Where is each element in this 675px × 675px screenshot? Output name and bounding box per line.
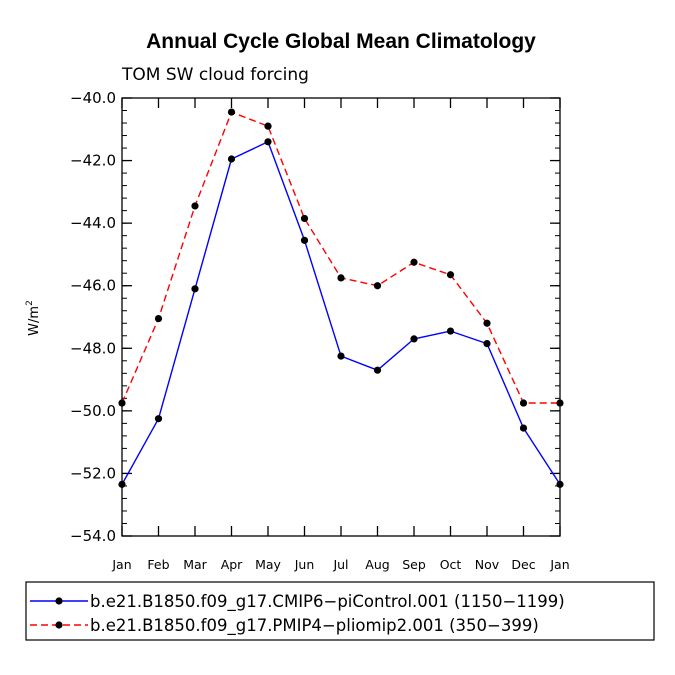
- legend-marker-1: [55, 597, 63, 605]
- y-tick-label: −50.0: [70, 402, 116, 420]
- legend-marker-2: [55, 621, 63, 629]
- x-tick-label: Jan: [549, 557, 569, 572]
- chart-title: Annual Cycle Global Mean Climatology: [146, 30, 536, 53]
- series-2-point: [337, 274, 345, 282]
- series-1-point: [373, 366, 382, 374]
- series-2-point: [446, 271, 455, 279]
- chart-subtitle: TOM SW cloud forcing: [121, 65, 309, 85]
- series-1-point: [519, 424, 528, 432]
- x-tick-label: Dec: [511, 557, 535, 572]
- series-2-point: [118, 399, 126, 407]
- series-2-point: [556, 399, 564, 407]
- series-1-point: [191, 285, 199, 293]
- series-1-point: [227, 155, 236, 163]
- series-2-point: [154, 314, 163, 323]
- series-1-point: [446, 327, 455, 335]
- x-tick-label: Sep: [402, 557, 426, 572]
- x-tick-label: Aug: [365, 557, 389, 572]
- series-2-point: [264, 122, 272, 130]
- series-1-point: [483, 339, 491, 348]
- y-tick-label: −44.0: [70, 214, 116, 232]
- series-2-point: [410, 258, 418, 266]
- x-tick-label: Jun: [294, 557, 315, 572]
- series-2-point: [191, 202, 199, 210]
- x-tick-label: Jul: [332, 557, 348, 572]
- y-tick-label: −42.0: [70, 152, 116, 170]
- y-tick-label: −40.0: [70, 89, 116, 107]
- series-line-1: [121, 141, 561, 485]
- series-1-point: [300, 236, 309, 244]
- series-2-point: [483, 319, 491, 327]
- series-1-point: [337, 352, 345, 360]
- x-tick-label: May: [255, 557, 281, 572]
- series-1-point: [410, 335, 418, 343]
- x-tick-label: Jan: [111, 557, 131, 572]
- legend-label-2: b.e21.B1850.f09_g17.PMIP4−pliomip2.001 (…: [90, 616, 539, 636]
- series-2-point: [227, 108, 236, 116]
- y-tick-label: −48.0: [70, 339, 116, 357]
- x-tick-label: Mar: [183, 557, 207, 572]
- y-tick-label: −54.0: [70, 527, 116, 545]
- x-tick-label: Feb: [147, 557, 169, 572]
- legend-label-1: b.e21.B1850.f09_g17.CMIP6−piControl.001 …: [90, 592, 565, 612]
- legend-box: [25, 581, 655, 641]
- y-tick-label: −52.0: [70, 464, 116, 482]
- y-axis-label: W/m2: [25, 300, 42, 336]
- series-1-point: [556, 480, 564, 488]
- y-tick-label: −46.0: [70, 277, 116, 295]
- series-1-point: [118, 480, 126, 488]
- series-2-point: [300, 214, 309, 223]
- series-2-point: [519, 399, 528, 407]
- x-tick-label: Oct: [440, 557, 462, 572]
- x-tick-label: Nov: [475, 557, 500, 572]
- x-tick-label: Apr: [221, 557, 243, 572]
- series-1-point: [264, 138, 272, 146]
- series-1-point: [154, 415, 163, 423]
- series-2-point: [373, 282, 382, 290]
